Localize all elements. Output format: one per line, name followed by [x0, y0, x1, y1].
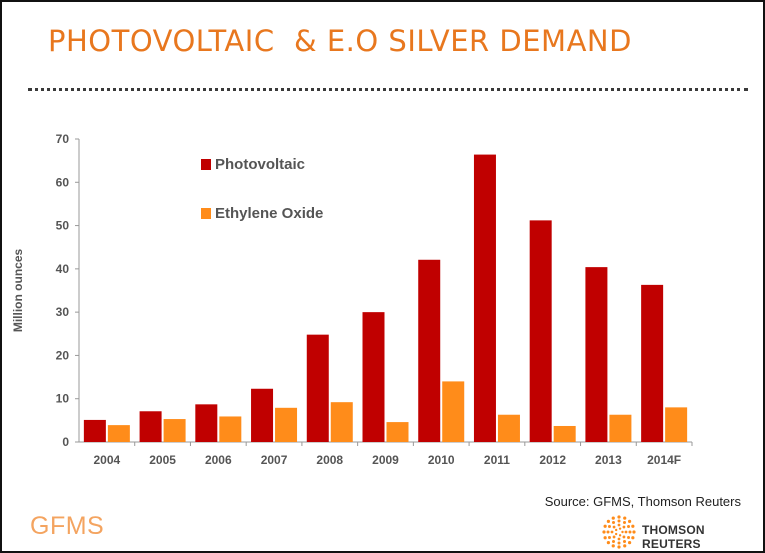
bar-ethylene-oxide [497, 414, 520, 442]
logo-dot [610, 530, 614, 534]
bar-ethylene-oxide [163, 419, 186, 442]
x-tick-label: 2014F [647, 453, 681, 467]
logo-dot [617, 537, 621, 541]
logo-dot [617, 515, 621, 519]
logo-dot [628, 519, 632, 523]
y-tick-label: 30 [56, 305, 70, 319]
logo-dot [614, 532, 618, 536]
logo-dot [607, 525, 611, 528]
logo-dot [623, 516, 627, 520]
x-tick-label: 2010 [428, 453, 455, 467]
bar-photovoltaic [529, 220, 552, 442]
x-tick-label: 2004 [94, 453, 121, 467]
x-tick-label: 2011 [484, 453, 510, 467]
bar-photovoltaic [418, 259, 441, 442]
logo-dot [628, 530, 632, 534]
logo-dot [617, 519, 621, 523]
source-note: Source: GFMS, Thomson Reuters [544, 494, 741, 509]
logo-dot [612, 525, 616, 529]
bar-photovoltaic [83, 419, 106, 442]
x-tick-label: 2007 [261, 453, 288, 467]
logo-dot [617, 545, 621, 549]
logo-dot [612, 520, 615, 524]
y-tick-label: 50 [56, 219, 70, 233]
legend-swatch-photovoltaic [201, 159, 211, 170]
y-tick-label: 70 [56, 132, 70, 146]
bar-ethylene-oxide [219, 416, 242, 442]
bar-photovoltaic [473, 154, 496, 442]
logo-dot [612, 535, 616, 539]
logo-dot [607, 536, 611, 539]
x-tick-label: 2005 [149, 453, 176, 467]
logo-dot [618, 527, 622, 530]
slide-title: PHOTOVOLTAIC & E.O SILVER DEMAND [48, 24, 632, 58]
bar-ethylene-oxide [330, 402, 353, 442]
logo-dot [614, 528, 618, 532]
y-axis-label: Million ounces [11, 249, 25, 333]
bar-ethylene-oxide [442, 381, 465, 442]
logo-dot [602, 530, 606, 534]
logo-dot [631, 536, 635, 540]
logo-dot [627, 536, 631, 539]
logo-dot [627, 525, 631, 528]
y-tick-label: 20 [56, 348, 70, 362]
x-tick-label: 2009 [372, 453, 399, 467]
logo-dot [628, 541, 632, 545]
y-tick-label: 0 [62, 435, 69, 449]
logo-dot [618, 534, 622, 537]
bar-photovoltaic [362, 312, 385, 442]
logo-dot [632, 530, 636, 534]
bar-ethylene-oxide [609, 414, 632, 442]
legend-label-photovoltaic: Photovoltaic [215, 156, 305, 173]
bar-photovoltaic [139, 411, 162, 442]
gfms-logo: GFMS [30, 512, 105, 540]
logo-dot [621, 530, 624, 534]
logo-dot [631, 524, 635, 528]
x-tick-label: 2012 [539, 453, 566, 467]
x-tick-label: 2013 [595, 453, 622, 467]
logo-dot [617, 523, 621, 527]
bar-ethylene-oxide [553, 425, 576, 442]
logo-dot [603, 524, 607, 528]
x-tick-label: 2006 [205, 453, 232, 467]
logo-dot [606, 530, 610, 534]
logo-dot [611, 516, 615, 520]
logo-dot [623, 544, 627, 548]
y-tick-label: 60 [56, 175, 70, 189]
bar-ethylene-oxide [107, 425, 130, 442]
bar-photovoltaic [585, 267, 608, 442]
y-tick-label: 40 [56, 262, 70, 276]
legend-label-ethylene-oxide: Ethylene Oxide [215, 205, 323, 222]
bar-photovoltaic [641, 284, 664, 442]
bar-photovoltaic [306, 334, 329, 442]
logo-dot [611, 544, 615, 548]
bar-photovoltaic [251, 388, 274, 442]
bar-ethylene-oxide [386, 422, 409, 442]
title-divider [28, 88, 748, 91]
logo-dot [622, 525, 626, 529]
logo-dot [623, 540, 626, 544]
x-tick-label: 2008 [316, 453, 343, 467]
silver-demand-chart: 0 10 20 30 40 50 60 70 Million ounces 2004 2005 200… [11, 132, 693, 467]
logo-dot [623, 520, 626, 524]
logo-dot [606, 541, 610, 545]
logo-dot [606, 519, 610, 523]
legend-swatch-ethylene-oxide [201, 208, 211, 219]
thomson-reuters-logo-icon [602, 515, 636, 549]
thomson-reuters-logo-text: THOMSON REUTERS [642, 523, 705, 551]
bar-photovoltaic [195, 404, 218, 442]
logo-dot [603, 536, 607, 540]
logo-dot [612, 540, 615, 544]
bar-ethylene-oxide [665, 407, 688, 442]
bar-ethylene-oxide [275, 407, 298, 442]
logo-dot [624, 530, 628, 534]
logo-dot [617, 541, 621, 545]
logo-dot [622, 535, 626, 539]
y-tick-label: 10 [56, 392, 70, 406]
